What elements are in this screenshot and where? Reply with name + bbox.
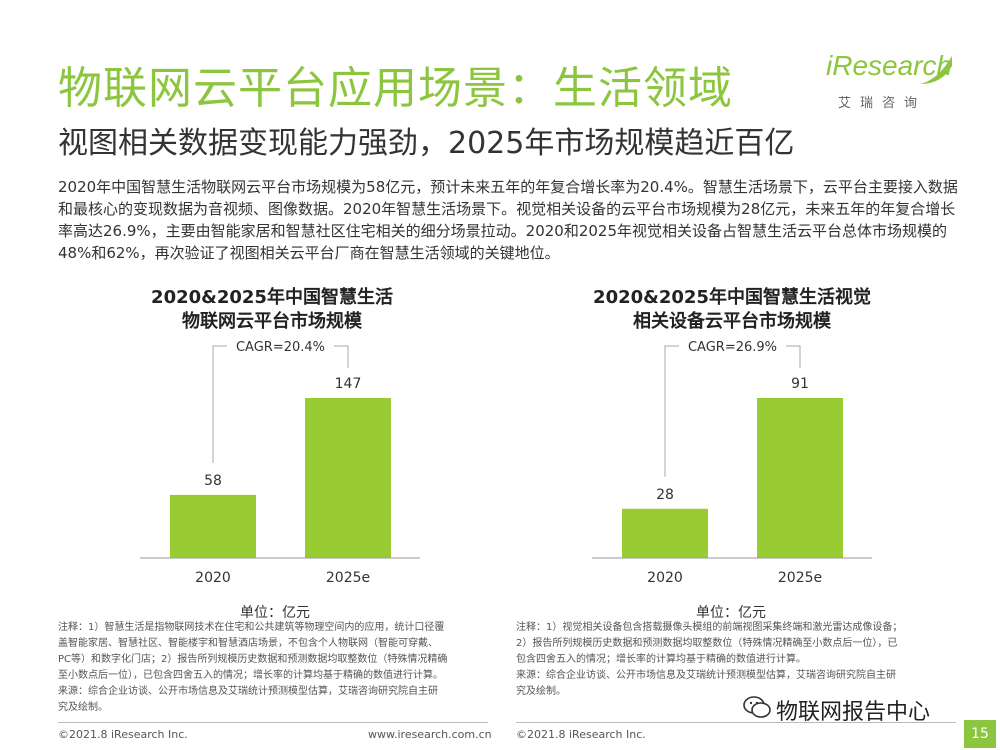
note-line: 究及绘制。 [58,702,108,713]
chart-1-bar-2020 [170,494,256,558]
chart-1-category-label: 2020 [195,570,231,586]
footer-copyright-left: ©2021.8 iResearch Inc. [58,728,188,741]
chart-2-value-label: 91 [791,376,809,392]
note-line: 2）报告所列规模历史数据和预测数据均取整数位（特殊情况精确至小数点后一位），已 [516,638,898,649]
chart-1-cagr-bracket-left [212,345,227,463]
chart-2-cagr-bracket-right [786,345,801,368]
chart-2-title-line-2: 相关设备云平台市场规模 [633,311,831,332]
notes-right: 注释：1）视觉相关设备包含搭载摄像头模组的前端视图采集终端和激光雷达成像设备； … [516,620,956,700]
logo-sub: 艾瑞咨询 [838,96,927,111]
chart-1-unit: 单位：亿元 [240,605,310,621]
chart-1-value-label: 58 [204,473,222,489]
note-line: 究及绘制。 [516,686,566,697]
chart-1-title-line-2: 物联网云平台市场规模 [182,311,362,332]
logo-brand: iResearch [826,50,953,81]
footer-divider-left [58,722,488,723]
watermark-text: 物联网报告中心 [776,700,931,725]
chart-1-cagr-label: CAGR=20.4% [236,340,325,355]
logo-swoosh-icon [920,56,952,84]
note-line: 包含四舍五入的情况；增长率的计算均基于精确的数值进行计算。 [516,654,806,665]
chart-2-category-label: 2025e [778,570,822,586]
chart-1-title: 2020&2025年中国智慧生活 物联网云平台市场规模 [62,286,482,334]
chart-2-bar-2025e [757,398,843,558]
note-line: 盖智能家居、智慧社区、智能楼宇和智慧酒店场景，不包含个人物联网（智能可穿戴、 [58,638,438,649]
chart-2-category-label: 2020 [647,570,683,586]
footer-website: www.iresearch.com.cn [368,728,492,741]
chart-2-title: 2020&2025年中国智慧生活视觉 相关设备云平台市场规模 [522,286,942,334]
chart-1-category-label: 2025e [326,570,370,586]
note-line: 至小数点后一位），已包含四舍五入的情况；增长率的计算均基于精确的数值进行计算。 [58,670,443,681]
chart-2-unit: 单位：亿元 [696,605,766,621]
note-line: 来源：综合企业访谈、公开市场信息及艾瑞统计预测模型估算，艾瑞咨询研究院自主研 [516,670,896,681]
footer-copyright-right: ©2021.8 iResearch Inc. [516,728,646,741]
chart-2-cagr-bracket-left [664,345,679,477]
note-line: PC等）和数字化门店；2）报告所列规模历史数据和预测数据均取整数位（特殊情况精确 [58,654,448,665]
chart-1-bar-2025e [305,398,391,558]
note-line: 来源：综合企业访谈、公开市场信息及艾瑞统计预测模型估算，艾瑞咨询研究院自主研 [58,686,438,697]
chart-1-title-line-1: 2020&2025年中国智慧生活 [151,287,393,308]
notes-left: 注释：1）智慧生活是指物联网技术在住宅和公共建筑等物理空间内的应用，统计口径覆 … [58,620,488,716]
chart-1: 58 2020 147 2025e CAGR=20.4% [140,340,420,586]
iresearch-logo: iResearch 艾瑞咨询 [826,50,956,112]
chart-1-cagr-bracket-right [334,345,349,368]
chart-1-value-label: 147 [335,376,362,392]
wechat-icon [743,696,771,718]
page-title: 物联网云平台应用场景：生活领域 [58,63,733,114]
chart-2-value-label: 28 [656,487,674,503]
chart-2: 28 2020 91 2025e CAGR=26.9% [592,340,872,586]
page-subtitle: 视图相关数据变现能力强劲，2025年市场规模趋近百亿 [58,126,795,161]
note-line: 注释：1）智慧生活是指物联网技术在住宅和公共建筑等物理空间内的应用，统计口径覆 [58,622,445,633]
chart-2-cagr-label: CAGR=26.9% [688,340,777,355]
page-number: 15 [964,720,996,748]
intro-paragraph: 2020年中国智慧生活物联网云平台市场规模为58亿元，预计未来五年的年复合增长率… [58,178,958,262]
footer-divider-right [516,722,956,723]
chart-2-title-line-1: 2020&2025年中国智慧生活视觉 [593,287,871,308]
note-line: 注释：1）视觉相关设备包含搭载摄像头模组的前端视图采集终端和激光雷达成像设备； [516,622,903,633]
chart-2-bar-2020 [622,508,708,558]
